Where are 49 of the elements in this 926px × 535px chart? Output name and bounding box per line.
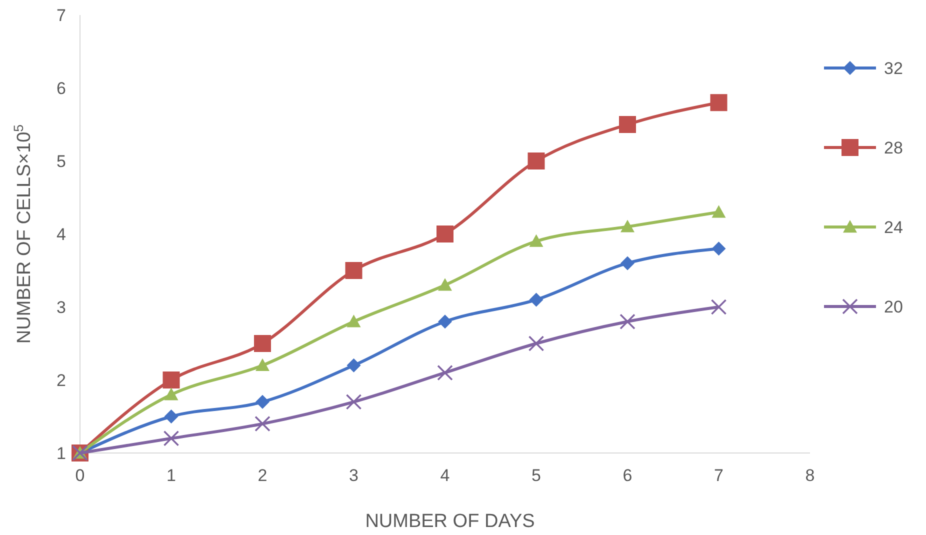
point bbox=[164, 388, 178, 400]
point bbox=[436, 226, 454, 242]
point bbox=[529, 292, 544, 307]
point bbox=[346, 358, 361, 372]
point bbox=[254, 335, 271, 352]
point bbox=[256, 358, 270, 371]
point bbox=[620, 220, 634, 232]
point bbox=[620, 314, 636, 330]
point bbox=[438, 314, 452, 329]
point bbox=[710, 299, 727, 315]
point bbox=[254, 416, 270, 432]
x-tick-label: 0 bbox=[75, 466, 85, 485]
x-tick-label: 2 bbox=[258, 466, 268, 485]
point bbox=[256, 394, 270, 409]
point bbox=[528, 336, 544, 352]
point bbox=[620, 256, 634, 270]
point bbox=[529, 234, 544, 247]
x-tick-label: 4 bbox=[440, 466, 450, 485]
point bbox=[712, 205, 726, 218]
y-tick-label: 6 bbox=[56, 78, 66, 98]
y-tick-label: 1 bbox=[56, 444, 66, 463]
point bbox=[162, 372, 180, 388]
x-tick-label: 1 bbox=[166, 466, 176, 485]
x-axis-title: NUMBER OF DAYS bbox=[365, 511, 535, 532]
legend-label: 20 bbox=[884, 297, 903, 316]
y-tick-label: 4 bbox=[56, 224, 66, 244]
point bbox=[345, 262, 362, 279]
y-tick-label: 2 bbox=[56, 370, 66, 390]
x-tick-label: 8 bbox=[805, 466, 815, 485]
x-tick-label: 5 bbox=[532, 466, 541, 485]
x-tick-label: 6 bbox=[622, 466, 632, 485]
point bbox=[438, 278, 452, 291]
point bbox=[710, 94, 728, 112]
point bbox=[346, 394, 362, 410]
point bbox=[437, 364, 453, 381]
legend-label: 32 bbox=[884, 58, 903, 78]
legend-label: 24 bbox=[884, 218, 903, 237]
point bbox=[619, 116, 636, 133]
point bbox=[528, 152, 545, 170]
y-tick-label: 7 bbox=[56, 6, 66, 25]
point bbox=[346, 314, 361, 328]
point bbox=[164, 410, 178, 424]
point bbox=[163, 430, 180, 446]
legend-label: 28 bbox=[884, 138, 903, 158]
x-tick-label: 7 bbox=[714, 466, 724, 485]
x-tick-label: 3 bbox=[349, 466, 358, 485]
point bbox=[712, 242, 726, 256]
y-tick-label: 5 bbox=[56, 152, 66, 171]
y-tick-label: 3 bbox=[56, 298, 66, 317]
